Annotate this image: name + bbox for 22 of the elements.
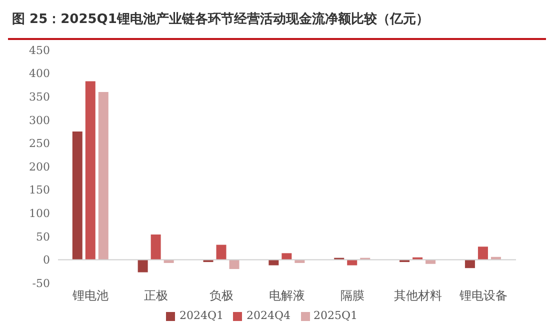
y-tick-label: 400 [29,67,50,80]
chart-title: 图 25：2025Q1锂电池产业链各环节经营活动现金流净额比较（亿元） [11,10,430,29]
x-tick-label: 电解液 [269,288,305,303]
x-tick-label: 正极 [144,288,168,303]
x-tick-label: 负极 [210,288,234,303]
y-tick-label: 350 [29,90,50,104]
y-tick-label: 450 [29,44,50,57]
legend-label: 2024Q4 [246,309,290,322]
x-tick-label: 隔膜 [340,288,364,303]
x-tick-label: 其他材料 [394,288,442,303]
x-tick-label: 锂电池 [72,288,109,303]
y-tick-label: 150 [29,184,50,197]
y-tick-label: 0 [43,254,50,267]
y-tick-label: 250 [29,137,50,150]
legend-label: 2024Q1 [179,309,224,322]
legend-label: 2025Q1 [314,309,358,322]
y-tick-label: 100 [29,207,50,220]
y-tick-label: 300 [29,114,50,127]
x-tick-label: 锂电设备 [458,288,508,303]
y-tick-label: -50 [32,276,50,290]
y-tick-label: 50 [36,230,50,244]
y-tick-label: 200 [29,160,50,174]
